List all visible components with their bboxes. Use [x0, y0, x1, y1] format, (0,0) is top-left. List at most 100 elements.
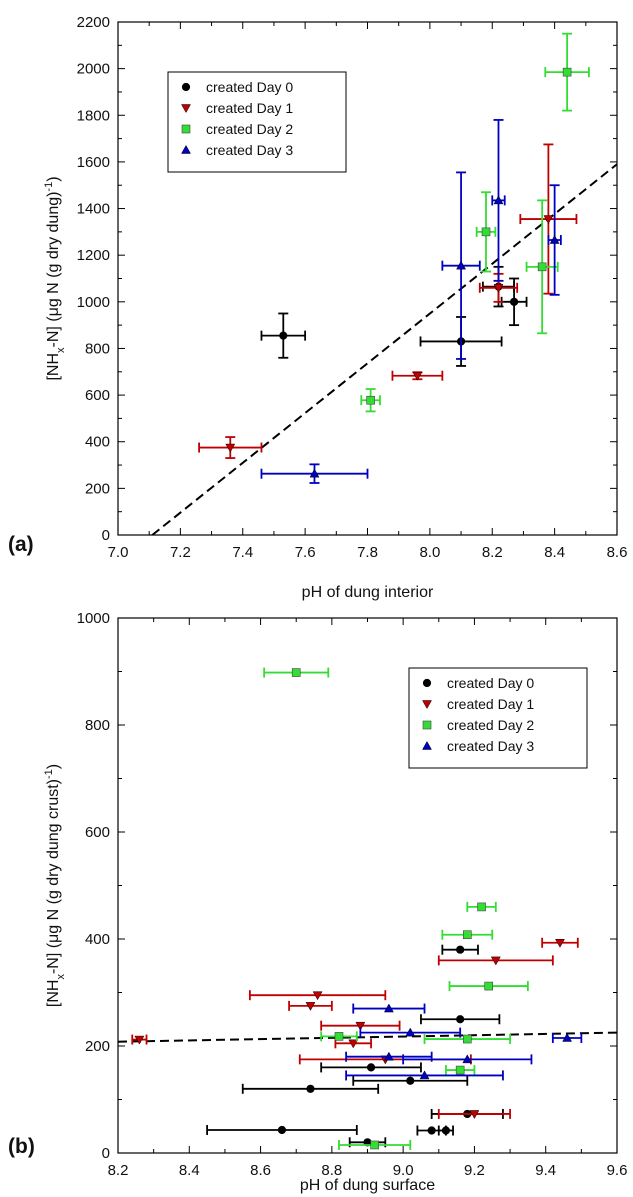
legend-marker: [422, 720, 432, 730]
x-tick-label: 8.2: [108, 1162, 129, 1179]
data-point: [348, 1039, 359, 1049]
data-point: [456, 260, 466, 270]
data-point: [462, 930, 472, 940]
data-point: [279, 331, 288, 340]
legend-marker: [181, 144, 191, 154]
x-tick-label: 9.4: [535, 1162, 556, 1179]
legend-entry: created Day 2: [447, 717, 534, 733]
x-tick-label: 9.0: [393, 1162, 414, 1179]
legend-box: [167, 71, 347, 173]
data-point: [493, 284, 504, 293]
y-tick-label: 400: [85, 931, 110, 948]
fit-line: [118, 1031, 617, 1043]
legend-entry: created Day 0: [206, 79, 293, 95]
series-created-day-1: [131, 937, 579, 1119]
data-point: [412, 371, 423, 381]
x-tick-label: 7.2: [170, 544, 191, 561]
data-point: [490, 956, 501, 966]
data-point: [427, 1126, 436, 1135]
data-point: [366, 1063, 376, 1072]
x-tick-label: 8.2: [482, 544, 503, 561]
chart-panel-b: 8.2 8.4 8.6 8.8 9.0 9.2 9.4 9.6 0 200 400 600 800 100…: [8, 610, 627, 1194]
data-point: [469, 1110, 480, 1119]
y-tick-label: 2000: [77, 61, 110, 78]
legend-marker: [422, 678, 432, 688]
data-point: [355, 1021, 366, 1031]
data-point: [309, 468, 320, 478]
y-tick-label: 1200: [77, 247, 110, 264]
legend: created Day 0 created Day 1 created Day 2 c…: [167, 71, 347, 173]
legend-marker: [422, 700, 432, 710]
y-tick-label: 800: [85, 717, 110, 734]
x-tick-label: 7.4: [232, 544, 253, 561]
x-tick-label: 8.4: [544, 544, 565, 561]
y-tick-label: 400: [85, 434, 110, 451]
data-point: [405, 1027, 416, 1037]
series-created-day-0: [206, 944, 504, 1148]
x-tick-label: 7.6: [295, 544, 316, 561]
data-point: [562, 67, 572, 77]
data-point: [305, 1002, 316, 1011]
series-created-day-2: [263, 667, 529, 1150]
panel-label: (b): [8, 1135, 35, 1158]
x-tick-label: 8.6: [607, 544, 628, 561]
y-tick-label: 0: [102, 527, 110, 544]
series-created-day-1: [198, 143, 578, 459]
y-tick-label: 800: [85, 340, 110, 357]
data-point: [370, 1140, 379, 1150]
x-tick-label: 7.8: [357, 544, 378, 561]
series-created-day-3: [260, 119, 562, 484]
data-point: [366, 395, 375, 405]
data-point: [562, 1032, 573, 1042]
series-created-day-0: [260, 265, 528, 367]
data-point: [383, 1003, 394, 1013]
y-tick-label: 2200: [77, 14, 110, 31]
legend-entry: created Day 3: [206, 142, 293, 158]
legend: created Day 0 created Day 1 created Day 2 c…: [408, 667, 588, 769]
data-point: [549, 235, 560, 244]
y-axis-title: [NHx-N] (μg N (g dry dung)-1): [43, 176, 67, 380]
data-point: [509, 297, 519, 306]
chart-panel-a: 7.0 7.2 7.4 7.6 7.8 8.0 8.2 8.4 8.6 0 200 400 600 800…: [8, 14, 627, 601]
y-tick-label: 1000: [77, 294, 110, 311]
x-tick-label: 7.0: [108, 544, 129, 561]
y-tick-label: 200: [85, 1038, 110, 1055]
y-tick-label: 200: [85, 480, 110, 497]
y-tick-label: 1800: [77, 107, 110, 124]
legend-entry: created Day 0: [447, 675, 534, 691]
data-point: [555, 938, 565, 948]
data-point: [419, 1070, 430, 1080]
data-point: [543, 215, 554, 225]
x-tick-label: 8.6: [250, 1162, 271, 1179]
data-point: [456, 1015, 465, 1024]
fit-line: [151, 163, 617, 535]
legend-entry: created Day 2: [206, 121, 293, 137]
data-point: [537, 262, 547, 272]
data-point: [456, 945, 465, 954]
x-axis-title: pH of dung surface: [300, 1177, 435, 1194]
y-tick-label: 0: [102, 1145, 110, 1162]
legend-marker: [181, 82, 191, 92]
x-tick-label: 8.4: [179, 1162, 200, 1179]
data-point: [312, 991, 323, 1001]
x-tick-label: 8.0: [419, 544, 440, 561]
data-point: [383, 1051, 394, 1061]
y-tick-label: 1000: [77, 610, 110, 627]
x-tick-label: 9.6: [607, 1162, 628, 1179]
data-point: [334, 1032, 344, 1041]
data-point: [493, 195, 504, 205]
legend-box: [408, 667, 588, 769]
data-point: [306, 1084, 315, 1093]
data-point: [291, 668, 301, 677]
legend-marker: [181, 104, 191, 114]
x-axis-title: pH of dung interior: [302, 584, 434, 601]
legend-entry: created Day 1: [447, 696, 534, 712]
x-tick-label: 9.2: [464, 1162, 485, 1179]
data-point: [406, 1076, 415, 1085]
y-tick-label: 1600: [77, 154, 110, 171]
data-point: [277, 1125, 287, 1135]
data-point: [455, 1065, 465, 1075]
data-point: [477, 902, 486, 912]
y-tick-label: 600: [85, 387, 110, 404]
